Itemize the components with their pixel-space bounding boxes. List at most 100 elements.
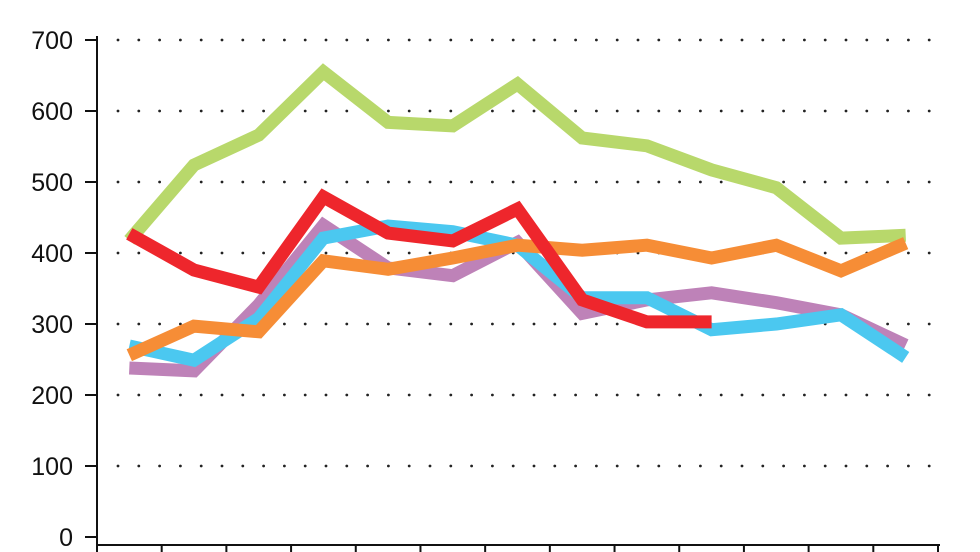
- grid-dot: [761, 464, 765, 468]
- grid-dot: [865, 464, 869, 468]
- grid-dot: [262, 464, 265, 468]
- grid-dot: [595, 464, 598, 468]
- grid-dot: [699, 109, 702, 113]
- grid-dot: [657, 393, 661, 397]
- grid-dot: [220, 393, 224, 397]
- grid-dot: [137, 464, 141, 468]
- grid-dot: [303, 109, 307, 113]
- grid-dot: [844, 180, 848, 184]
- grid-dot: [927, 251, 931, 255]
- grid-dot: [366, 393, 369, 397]
- grid-dot: [595, 322, 598, 326]
- grid-dot: [283, 180, 286, 184]
- y-tick-label: 600: [31, 98, 73, 126]
- grid-dot: [678, 393, 681, 397]
- grid-dot: [387, 464, 390, 468]
- grid-dot: [678, 464, 681, 468]
- grid-dot: [927, 180, 931, 184]
- grid-dot: [324, 38, 328, 42]
- y-axis-ticks: 0 100 200 300 400 500 600 700: [31, 27, 97, 552]
- grid-dot: [803, 109, 806, 113]
- grid-dot: [407, 251, 411, 255]
- grid-dot: [553, 322, 557, 326]
- grid-dot: [927, 393, 931, 397]
- y-tick-label: 100: [31, 453, 73, 481]
- grid-dot: [595, 109, 598, 113]
- grid-dot: [615, 322, 619, 326]
- grid-dot: [387, 322, 390, 326]
- grid-dot: [532, 38, 536, 42]
- grid-dot: [823, 251, 827, 255]
- grid-dot: [137, 38, 141, 42]
- grid-dot: [574, 464, 577, 468]
- grid-dot: [907, 38, 910, 42]
- grid-dot: [782, 180, 785, 184]
- grid-dot: [303, 180, 307, 184]
- grid-dot: [511, 464, 515, 468]
- grid-dot: [303, 38, 307, 42]
- grid-dot: [907, 109, 910, 113]
- y-tick-label: 200: [31, 382, 73, 410]
- grid-dot: [158, 109, 162, 113]
- grid-dot: [199, 464, 203, 468]
- grid-dot: [449, 180, 453, 184]
- grid-dot: [657, 109, 661, 113]
- grid-dot: [324, 251, 328, 255]
- grid-dot: [782, 464, 785, 468]
- y-tick-label: 0: [59, 524, 73, 552]
- grid-dot: [532, 393, 536, 397]
- grid-dot: [699, 464, 702, 468]
- grid-dot: [262, 180, 265, 184]
- grid-dot: [199, 38, 203, 42]
- grid-dot: [199, 393, 203, 397]
- grid-dot: [137, 322, 141, 326]
- grid-dot: [740, 109, 744, 113]
- grid-dot: [220, 109, 224, 113]
- grid-dot: [574, 180, 577, 184]
- grid-dot: [220, 38, 224, 42]
- grid-dot: [470, 393, 473, 397]
- grid-dot: [740, 38, 744, 42]
- grid-dot: [886, 322, 889, 326]
- grid-dot: [803, 38, 806, 42]
- grid-dot: [324, 322, 328, 326]
- grid-dot: [241, 464, 245, 468]
- grid-dot: [886, 393, 889, 397]
- grid-dot: [137, 109, 141, 113]
- grid-dot: [823, 393, 827, 397]
- grid-dot: [283, 38, 286, 42]
- grid-dot: [449, 393, 453, 397]
- grid-dot: [283, 322, 286, 326]
- grid-dot: [345, 180, 349, 184]
- grid-dot: [636, 109, 640, 113]
- grid-dot: [158, 464, 162, 468]
- grid-dot: [470, 464, 473, 468]
- grid-dot: [678, 180, 681, 184]
- grid-dot: [158, 180, 162, 184]
- grid-dot: [491, 109, 494, 113]
- grid-dot: [532, 322, 536, 326]
- grid-dot: [657, 38, 661, 42]
- grid-dot: [366, 180, 369, 184]
- grid-dot: [449, 322, 453, 326]
- grid-dot: [366, 322, 369, 326]
- grid-dot: [761, 393, 765, 397]
- grid-dot: [823, 464, 827, 468]
- grid-dot: [345, 38, 349, 42]
- grid-dot: [407, 38, 411, 42]
- grid-dot: [636, 393, 640, 397]
- grid-dot: [179, 393, 182, 397]
- grid-dot: [678, 38, 681, 42]
- grid-dot: [283, 464, 286, 468]
- grid-dot: [574, 38, 577, 42]
- grid-dot: [137, 180, 141, 184]
- grid-dot: [220, 251, 224, 255]
- grid-dot: [491, 38, 494, 42]
- grid-dot: [158, 393, 162, 397]
- grid-dot: [345, 251, 349, 255]
- grid-dot: [907, 251, 910, 255]
- grid-dot: [823, 38, 827, 42]
- grid-dot: [116, 109, 120, 113]
- grid-dot: [927, 109, 931, 113]
- series-line-red: [126, 188, 712, 329]
